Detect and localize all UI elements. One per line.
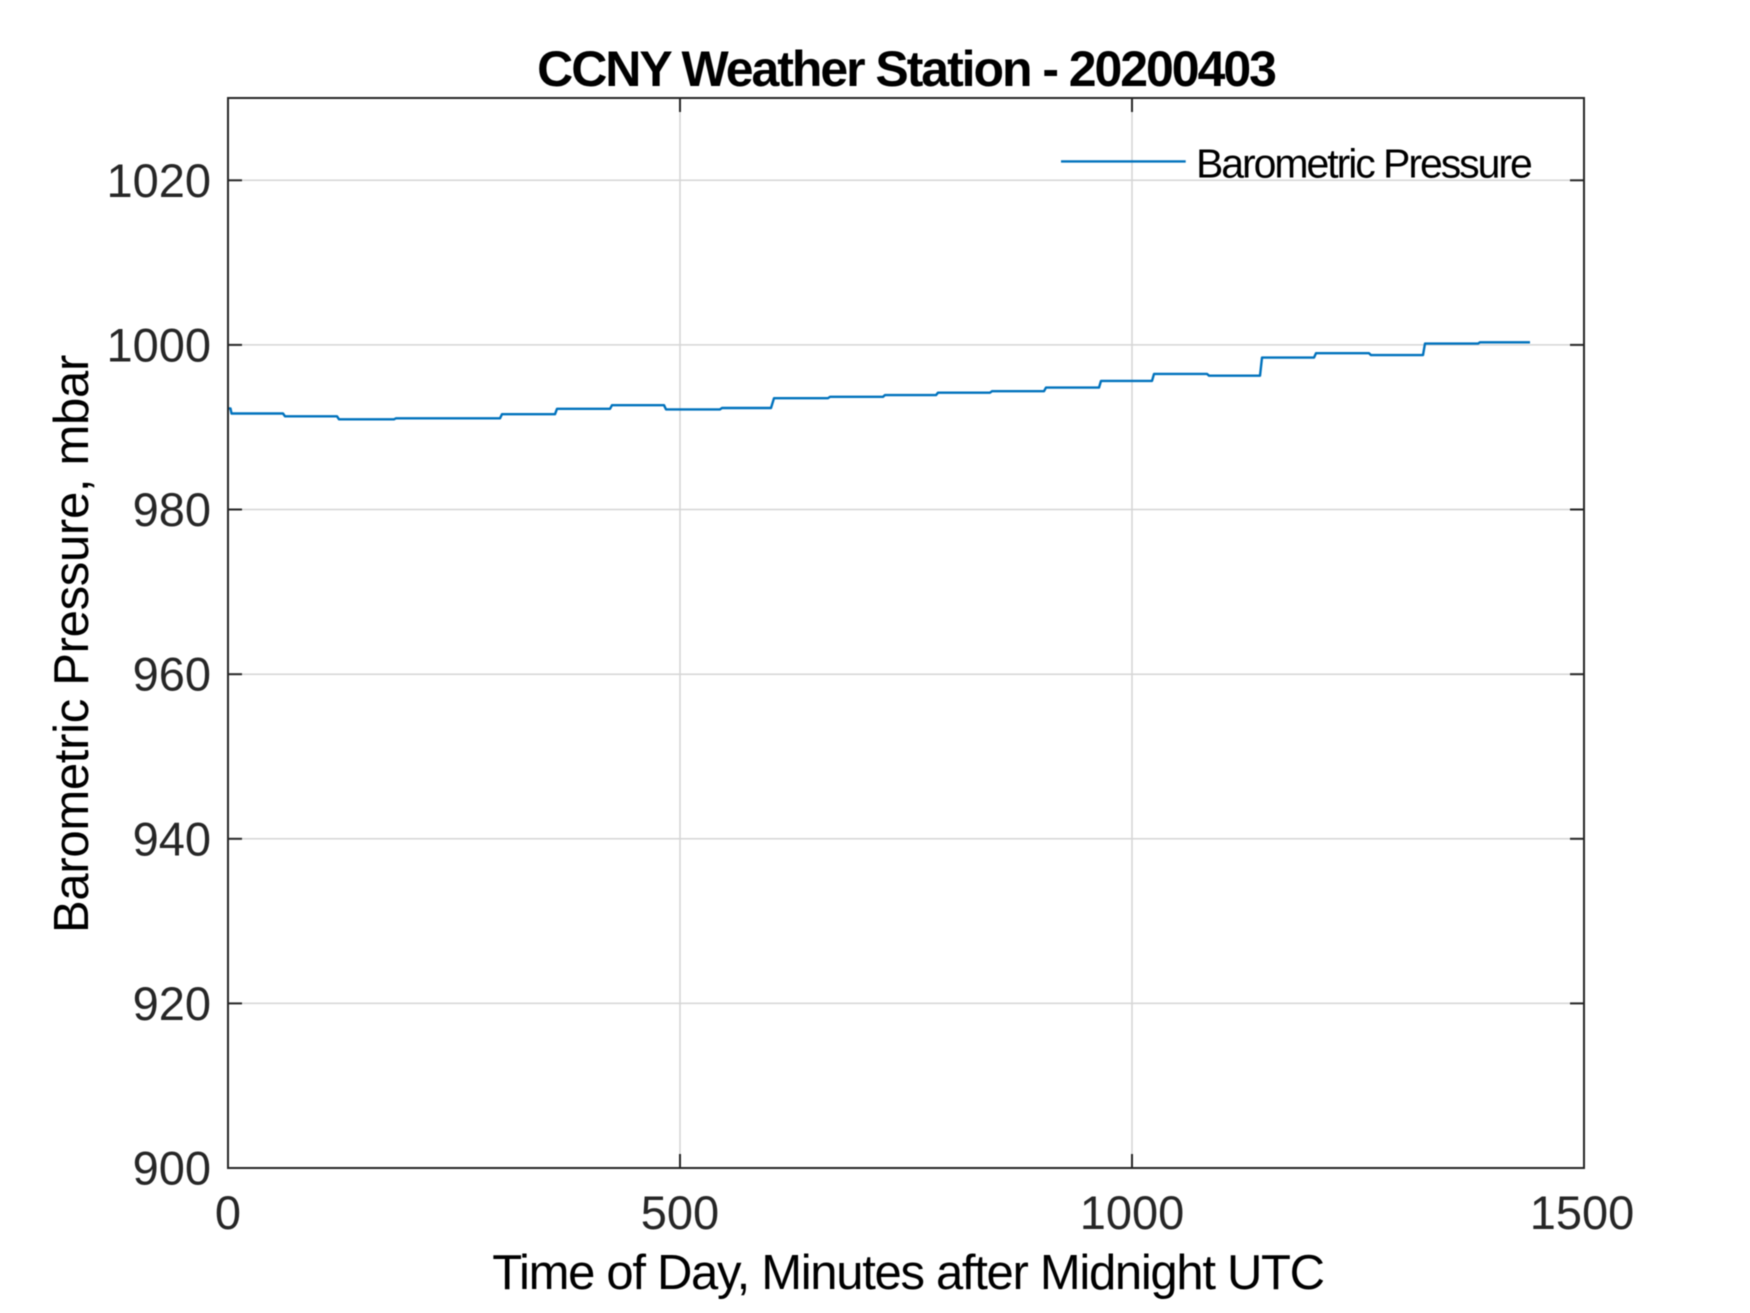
svg-text:900: 900 [133, 1142, 211, 1195]
svg-text:1500: 1500 [1530, 1186, 1635, 1239]
svg-text:Time of Day, Minutes after Mid: Time of Day, Minutes after Midnight UTC [492, 1246, 1324, 1300]
svg-text:Barometric Pressure: Barometric Pressure [1196, 141, 1531, 187]
svg-text:1000: 1000 [1080, 1186, 1185, 1239]
svg-text:940: 940 [133, 812, 211, 865]
svg-text:920: 920 [133, 977, 211, 1030]
svg-text:CCNY Weather Station - 2020040: CCNY Weather Station - 20200403 [537, 41, 1275, 97]
svg-text:960: 960 [133, 648, 211, 701]
svg-text:0: 0 [215, 1186, 241, 1239]
svg-text:500: 500 [641, 1186, 719, 1239]
svg-text:Barometric Pressure, mbar: Barometric Pressure, mbar [45, 355, 99, 933]
svg-text:980: 980 [133, 483, 211, 536]
svg-text:1000: 1000 [106, 318, 211, 371]
svg-text:1020: 1020 [106, 154, 211, 207]
